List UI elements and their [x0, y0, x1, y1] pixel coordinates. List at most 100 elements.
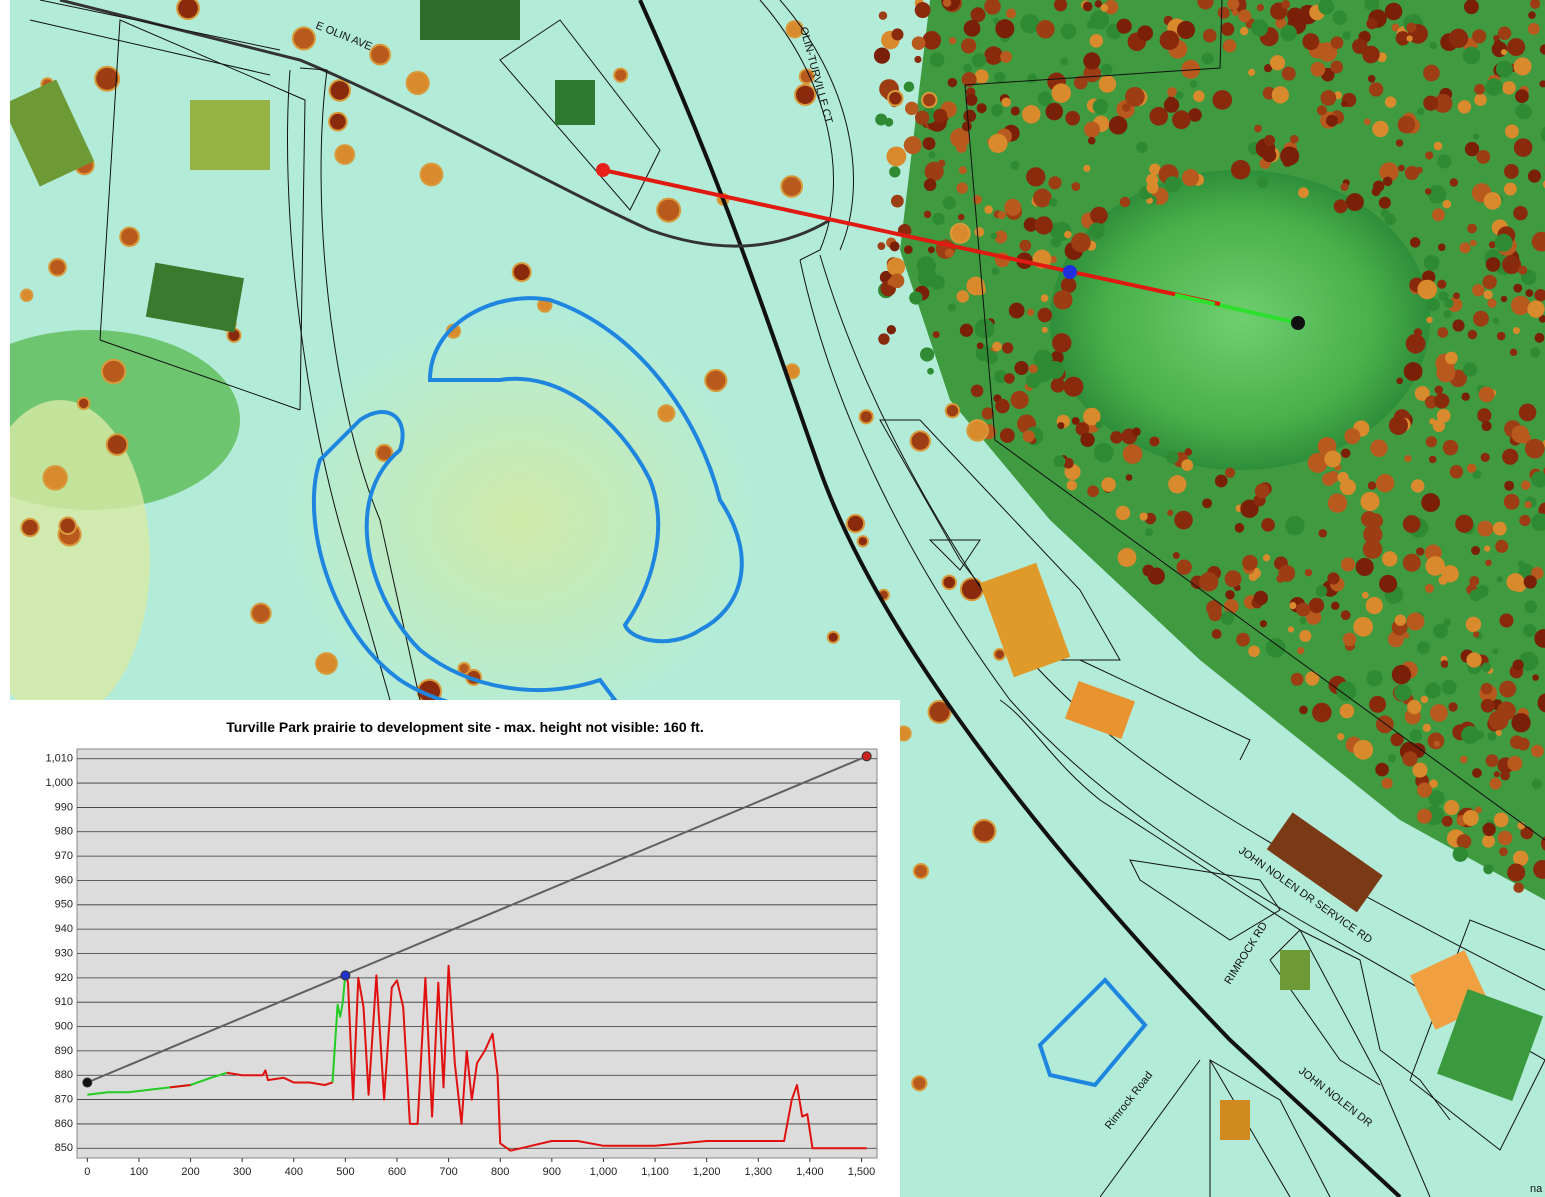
tree — [1512, 659, 1524, 671]
tree — [1483, 864, 1494, 875]
tree — [1416, 808, 1432, 824]
y-tick-label: 1,000 — [45, 777, 73, 789]
tree — [1001, 97, 1011, 108]
tree — [1353, 739, 1374, 760]
tree — [1275, 17, 1287, 29]
tree — [1480, 698, 1495, 713]
tree — [1518, 651, 1539, 672]
tree — [1305, 609, 1322, 625]
tree — [1437, 243, 1446, 252]
tree — [1008, 302, 1025, 319]
tree — [886, 325, 897, 335]
tree — [1341, 100, 1348, 108]
tree — [1125, 86, 1145, 107]
tree — [786, 365, 799, 378]
tree — [878, 333, 890, 345]
tree — [1489, 777, 1502, 790]
tree — [929, 52, 945, 67]
tree — [1227, 0, 1240, 10]
tree — [459, 663, 469, 674]
tree — [1004, 373, 1015, 384]
tree — [1432, 208, 1445, 222]
tree — [1280, 146, 1300, 166]
corner-text: na — [1530, 1183, 1543, 1195]
tree — [1368, 82, 1384, 97]
tree — [1100, 3, 1109, 12]
tree — [1082, 1, 1093, 12]
tree — [1474, 83, 1485, 95]
tree — [1473, 631, 1480, 638]
tree — [961, 38, 977, 54]
tree — [228, 329, 240, 341]
clearing — [1050, 170, 1430, 470]
tree — [1422, 723, 1432, 732]
tree — [1240, 27, 1249, 36]
tree — [1407, 699, 1422, 715]
tree — [1511, 425, 1530, 444]
tree — [787, 22, 802, 37]
tree — [1421, 493, 1441, 512]
tree — [1531, 744, 1544, 758]
tree — [932, 212, 945, 226]
tree — [1434, 385, 1444, 395]
lawn — [290, 320, 750, 720]
tree — [1318, 0, 1335, 15]
tree — [1413, 328, 1423, 337]
tree — [121, 228, 138, 246]
tree — [1149, 436, 1160, 447]
tree — [889, 166, 901, 178]
tree — [1433, 141, 1443, 151]
tree — [1375, 715, 1394, 734]
tree — [1527, 274, 1536, 284]
tree — [1382, 176, 1393, 187]
tree — [875, 113, 888, 126]
tree — [1296, 602, 1311, 617]
tree — [1426, 316, 1433, 324]
tree — [949, 37, 957, 45]
tree — [1398, 164, 1405, 172]
y-tick-label: 890 — [55, 1045, 73, 1057]
tree — [1339, 478, 1356, 496]
tree — [1512, 326, 1521, 335]
tree — [1404, 165, 1419, 181]
tree — [1253, 590, 1268, 606]
tree — [1452, 846, 1468, 862]
tree — [1403, 632, 1410, 639]
tree — [1480, 682, 1493, 695]
tree — [1513, 882, 1524, 893]
tree — [1281, 66, 1296, 81]
tree — [922, 137, 936, 150]
tree — [1369, 695, 1387, 713]
tree — [1327, 572, 1340, 585]
tree — [78, 398, 89, 409]
tree — [1285, 515, 1305, 536]
tree — [1492, 648, 1499, 655]
tree — [924, 161, 944, 182]
tree — [942, 196, 956, 210]
x-tick-label: 400 — [285, 1166, 303, 1178]
tree — [1168, 475, 1187, 494]
tree — [922, 31, 942, 50]
tree — [1493, 34, 1500, 42]
tree — [1415, 166, 1423, 174]
tree — [1437, 327, 1449, 338]
tree — [44, 467, 66, 489]
tree — [1469, 576, 1480, 587]
tree — [377, 445, 392, 460]
tree — [995, 650, 1004, 659]
tree — [1214, 474, 1228, 488]
tree — [1443, 310, 1452, 319]
tree — [886, 146, 907, 167]
tree — [1149, 163, 1161, 176]
tree — [1342, 31, 1351, 40]
tree — [1472, 768, 1482, 778]
tree — [963, 63, 973, 73]
tree — [923, 210, 932, 219]
tree — [1375, 762, 1389, 777]
tree — [1507, 755, 1523, 771]
tree — [974, 227, 985, 237]
x-tick-label: 200 — [181, 1166, 199, 1178]
tree — [1537, 693, 1545, 713]
tree — [1028, 364, 1038, 374]
tree — [946, 404, 959, 417]
